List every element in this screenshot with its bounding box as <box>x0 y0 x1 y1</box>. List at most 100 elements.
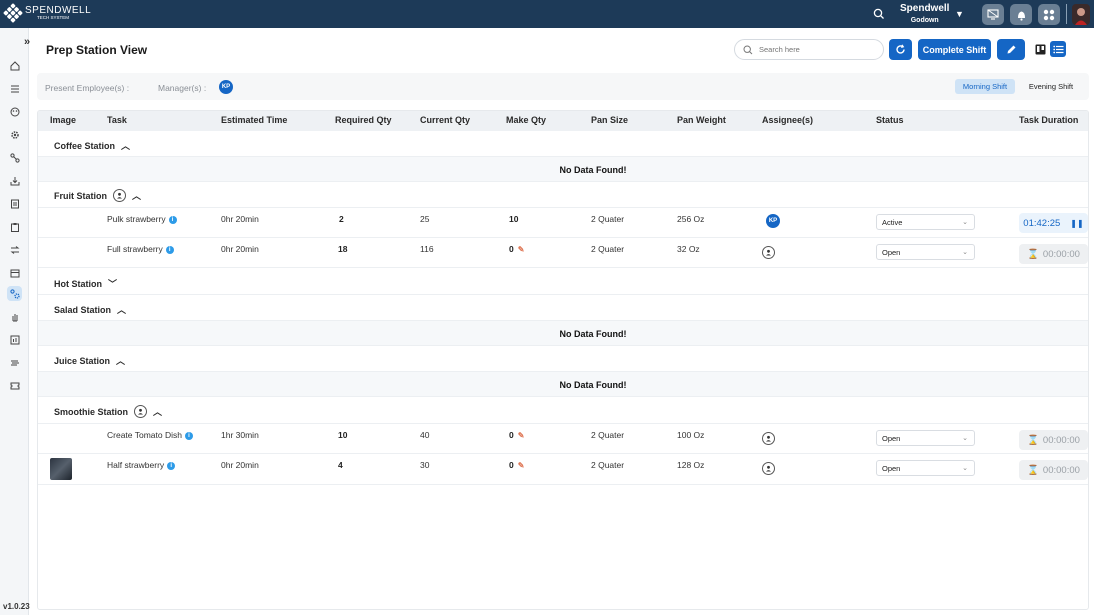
monitor-button[interactable] <box>982 4 1004 25</box>
edit-qty-icon[interactable]: ✎ <box>517 245 525 254</box>
notifications-button[interactable] <box>1010 4 1032 25</box>
section-title: Fruit Station <box>54 190 107 201</box>
refresh-button[interactable] <box>889 39 912 60</box>
home-icon[interactable] <box>7 58 22 73</box>
manager-avatar[interactable]: KP <box>219 80 233 94</box>
assign-user-icon[interactable] <box>762 246 775 259</box>
col-status: Status <box>876 115 904 125</box>
evening-shift-tab[interactable]: Evening Shift <box>1028 82 1074 91</box>
info-icon[interactable]: i <box>168 215 177 224</box>
calendar-icon[interactable] <box>7 265 22 280</box>
chevron-up-icon[interactable]: ︿ <box>132 191 142 201</box>
section-fruit-station[interactable]: Fruit Station ︿ <box>38 182 1088 208</box>
make-qty: 0 ✎ <box>509 430 525 440</box>
required-qty: 18 <box>338 244 348 254</box>
prep-station-icon[interactable] <box>7 286 22 301</box>
col-task: Task <box>107 115 127 125</box>
global-search-icon[interactable] <box>873 7 885 25</box>
menu-icon[interactable] <box>7 81 22 96</box>
pan-size: 2 Quater <box>591 460 625 470</box>
assign-users-icon[interactable] <box>134 405 147 418</box>
avatar[interactable] <box>1072 4 1090 25</box>
section-coffee-station[interactable]: Coffee Station ︿ <box>38 131 1088 157</box>
spendwell-logo[interactable]: SPENDWELL TECH SYSTEM <box>3 3 91 23</box>
document-icon[interactable] <box>7 196 22 211</box>
section-hot-station[interactable]: Hot Station ﹀ <box>38 269 1088 295</box>
top-bar: SPENDWELL TECH SYSTEM Spendwell Godown ▼ <box>0 0 1094 28</box>
download-icon[interactable] <box>7 173 22 188</box>
pan-weight: 100 Oz <box>677 430 705 440</box>
search-box[interactable] <box>734 39 884 60</box>
apps-button[interactable] <box>1038 4 1060 25</box>
caret-down-icon[interactable]: ▼ <box>955 9 964 19</box>
chevron-up-icon[interactable]: ︿ <box>153 407 163 417</box>
complete-shift-button[interactable]: Complete Shift <box>918 39 991 60</box>
report-icon[interactable] <box>7 332 22 347</box>
current-qty: 116 <box>420 244 434 254</box>
section-title: Coffee Station <box>54 140 116 151</box>
kanban-view-button[interactable] <box>1032 41 1048 57</box>
info-icon[interactable]: i <box>165 245 174 254</box>
section-juice-station[interactable]: Juice Station ︿ <box>38 346 1088 372</box>
chevron-up-icon[interactable]: ︿ <box>117 305 127 315</box>
no-data-text: No Data Found! <box>559 165 627 175</box>
clipboard-icon[interactable] <box>7 219 22 234</box>
task-image[interactable] <box>50 458 72 480</box>
hourglass-icon: ⌛ <box>1027 434 1039 446</box>
info-icon[interactable]: i <box>167 461 176 470</box>
info-icon[interactable]: i <box>184 431 193 440</box>
pause-icon[interactable]: ❚❚ <box>1070 218 1084 228</box>
no-data-row: No Data Found! <box>38 157 1088 182</box>
morning-shift-tab[interactable]: Morning Shift <box>955 79 1015 94</box>
assign-users-icon[interactable] <box>113 189 126 202</box>
table-row[interactable]: Create Tomato Dish i 1hr 30min 10 40 0 ✎ 2… <box>38 424 1088 454</box>
company-selector[interactable]: Spendwell Godown <box>900 4 949 25</box>
palette-icon[interactable] <box>7 104 22 119</box>
chevron-down-icon[interactable]: ﹀ <box>108 279 118 289</box>
gear-cog-icon[interactable] <box>7 127 22 142</box>
assign-user-icon[interactable] <box>762 432 775 445</box>
task-timer: ⌛ 00:00:00 <box>1019 460 1088 480</box>
hand-icon[interactable] <box>7 309 22 324</box>
chevron-up-icon[interactable]: ︿ <box>121 141 131 151</box>
status-select[interactable]: Active ⌄ <box>876 214 975 230</box>
chevron-up-icon[interactable]: ︿ <box>116 356 126 366</box>
timer-value: 00:00:00 <box>1042 434 1080 446</box>
present-employees-label: Present Employee(s) : <box>45 83 130 93</box>
prep-table: Image Task Estimated Time Required Qty C… <box>37 110 1089 610</box>
assign-user-icon[interactable] <box>762 462 775 475</box>
col-assignees: Assignee(s) <box>762 115 814 125</box>
refresh-icon <box>896 44 905 54</box>
expand-sidebar-icon[interactable]: » <box>24 36 31 48</box>
table-row[interactable]: Half strawberry i 0hr 20min 4 30 0 ✎ 2 Qua… <box>38 454 1088 485</box>
pan-weight: 32 Oz <box>677 244 700 254</box>
status-select[interactable]: Open ⌄ <box>876 460 975 476</box>
ticket-icon[interactable] <box>7 378 22 393</box>
transfer-icon[interactable] <box>7 242 22 257</box>
search-input[interactable] <box>759 45 869 54</box>
logo-icon <box>0 0 25 25</box>
no-data-text: No Data Found! <box>559 380 627 390</box>
section-salad-station[interactable]: Salad Station ︿ <box>38 295 1088 321</box>
status-select[interactable]: Open ⌄ <box>876 430 975 446</box>
monitor-icon <box>987 9 999 20</box>
edit-qty-icon[interactable]: ✎ <box>517 431 525 440</box>
logo-subtitle: TECH SYSTEM <box>37 14 70 20</box>
section-smoothie-station[interactable]: Smoothie Station ︿ <box>38 397 1088 424</box>
edit-qty-icon[interactable]: ✎ <box>517 461 525 470</box>
task-name: Pulk strawberry i <box>107 214 177 224</box>
search-icon <box>743 44 753 54</box>
list-view-button[interactable] <box>1050 41 1066 57</box>
make-qty: 10 <box>509 214 519 224</box>
app-version: v1.0.23 <box>3 602 30 611</box>
nodes-icon[interactable] <box>7 150 22 165</box>
list-icon <box>1052 45 1063 53</box>
no-data-row: No Data Found! <box>38 372 1088 397</box>
managers-label: Manager(s) : <box>158 83 207 93</box>
table-row[interactable]: Full strawberry i 0hr 20min 18 116 0 ✎ 2 Q… <box>38 238 1088 268</box>
table-row[interactable]: Pulk strawberry i 0hr 20min 2 25 10 2 Qua… <box>38 208 1088 238</box>
edit-button[interactable] <box>997 39 1025 60</box>
assignee-avatar[interactable]: KP <box>766 214 780 228</box>
status-select[interactable]: Open ⌄ <box>876 244 975 260</box>
truck-icon[interactable] <box>7 355 22 370</box>
